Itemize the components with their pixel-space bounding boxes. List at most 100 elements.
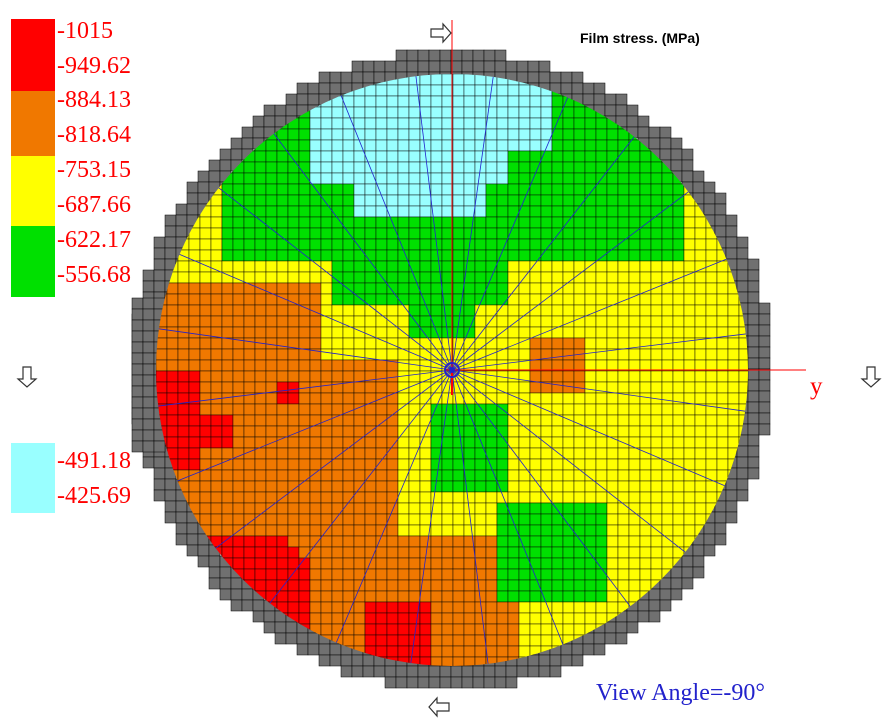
stress-cell — [463, 425, 476, 438]
stress-cell — [705, 326, 718, 339]
stress-cell — [617, 513, 630, 526]
stress-cell — [287, 656, 300, 666]
stress-cell — [573, 161, 586, 174]
stress-cell — [386, 601, 399, 614]
stress-cell — [683, 95, 696, 108]
stress-cell — [243, 293, 256, 306]
stress-cell — [408, 579, 421, 592]
stress-cell — [287, 315, 300, 328]
stress-cell — [716, 337, 729, 350]
stress-cell — [276, 161, 289, 174]
edge-cell — [538, 71, 551, 84]
stress-cell — [639, 634, 652, 647]
stress-cell — [375, 238, 388, 251]
radial-line — [158, 369, 453, 407]
stress-cell — [364, 491, 377, 504]
stress-cell — [232, 74, 245, 86]
stress-cell — [573, 491, 586, 504]
stress-cell — [386, 304, 399, 317]
stress-cell — [232, 260, 245, 273]
edge-cell — [406, 49, 419, 62]
edge-cell — [714, 225, 727, 238]
stress-cell — [397, 106, 410, 119]
stress-cell — [254, 348, 267, 361]
stress-cell — [375, 403, 388, 416]
edge-cell — [252, 599, 265, 612]
stress-cell — [562, 337, 575, 350]
stress-cell — [243, 238, 256, 251]
stress-cell — [287, 183, 300, 196]
stress-cell — [507, 84, 520, 97]
stress-cell — [265, 183, 278, 196]
edge-cell — [714, 192, 727, 205]
stress-cell — [727, 348, 740, 361]
stress-cell — [595, 436, 608, 449]
stress-cell — [595, 502, 608, 515]
stress-cell — [364, 227, 377, 240]
stress-cell — [518, 95, 531, 108]
stress-cell — [331, 568, 344, 581]
stress-cell — [331, 359, 344, 372]
stress-cell — [485, 403, 498, 416]
edge-cell — [318, 654, 331, 667]
stress-cell — [716, 172, 729, 185]
stress-cell — [507, 271, 520, 284]
stress-cell — [650, 546, 663, 559]
stress-cell — [408, 326, 421, 339]
stress-cell — [540, 117, 553, 130]
radial-line — [451, 333, 746, 371]
edge-cell — [571, 643, 584, 656]
stress-cell — [518, 436, 531, 449]
stress-cell — [562, 568, 575, 581]
stress-cell — [738, 546, 748, 559]
stress-cell — [441, 84, 454, 97]
stress-cell — [551, 117, 564, 130]
stress-cell — [562, 161, 575, 174]
stress-cell — [716, 414, 729, 427]
stress-cell — [584, 579, 597, 592]
stress-cell — [606, 326, 619, 339]
stress-cell — [441, 458, 454, 471]
stress-cell — [617, 370, 630, 383]
stress-cell — [606, 579, 619, 592]
stress-cell — [364, 117, 377, 130]
stress-cell — [221, 117, 234, 130]
edge-cell — [516, 60, 529, 73]
stress-cell — [452, 524, 465, 537]
stress-cell — [595, 524, 608, 537]
stress-cell — [540, 502, 553, 515]
stress-cell — [232, 403, 245, 416]
stress-cell — [221, 513, 234, 526]
stress-cell — [639, 150, 652, 163]
stress-cell — [672, 271, 685, 284]
stress-cell — [232, 480, 245, 493]
stress-cell — [496, 469, 509, 482]
stress-cell — [309, 128, 322, 141]
stress-cell — [628, 271, 641, 284]
stress-cell — [617, 535, 630, 548]
stress-cell — [276, 183, 289, 196]
stress-cell — [540, 216, 553, 229]
stress-cell — [221, 524, 234, 537]
stress-cell — [573, 139, 586, 152]
stress-cell — [584, 359, 597, 372]
stress-cell — [639, 656, 652, 666]
stress-cell — [584, 502, 597, 515]
edge-cell — [186, 544, 199, 557]
stress-cell — [683, 634, 696, 647]
stress-cell — [265, 139, 278, 152]
stress-cell — [342, 502, 355, 515]
stress-cell — [617, 381, 630, 394]
stress-cell — [156, 656, 168, 666]
stress-cell — [661, 425, 674, 438]
stress-cell — [672, 95, 685, 108]
stress-cell — [441, 150, 454, 163]
edge-cell — [439, 665, 452, 678]
stress-cell — [452, 326, 465, 339]
stress-cell — [463, 634, 476, 647]
edge-cell — [714, 203, 727, 216]
stress-cell — [694, 238, 707, 251]
stress-cell — [210, 403, 223, 416]
edge-cell — [241, 588, 254, 601]
stress-cell — [551, 579, 564, 592]
